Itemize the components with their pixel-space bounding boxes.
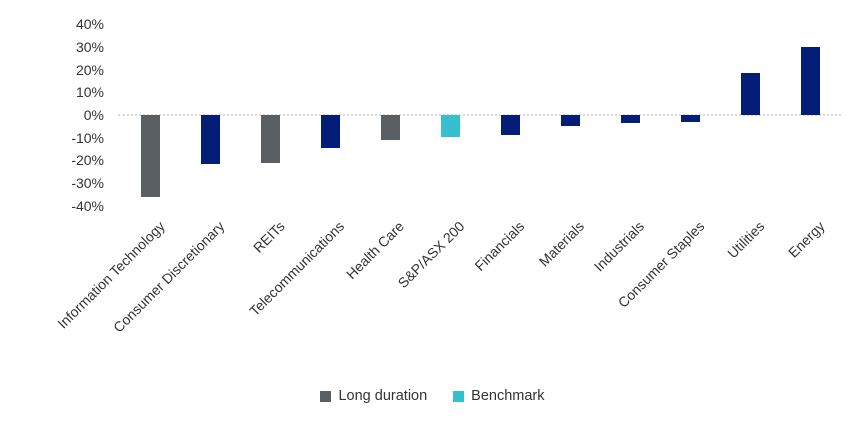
y-tick-label-40: 40% [75, 16, 104, 33]
legend-label-long-duration: Long duration [338, 388, 428, 404]
y-tick-label-10: 10% [75, 84, 104, 101]
bar-energy [800, 46, 820, 115]
legend-label-benchmark: Benchmark [471, 388, 545, 404]
x-label-reits: REITs [249, 218, 288, 256]
bar-s-p-asx-200 [440, 115, 460, 137]
legend-swatch-benchmark [453, 390, 465, 402]
y-tick-label-40: -40% [71, 197, 104, 214]
bar-materials [560, 115, 580, 127]
y-tick-label-20: -20% [71, 152, 104, 169]
bar-consumer-discretionary [200, 115, 220, 164]
bar-financials [500, 115, 520, 136]
bar-consumer-staples [680, 115, 700, 122]
bar-reits [260, 115, 280, 163]
bar-utilities [740, 73, 760, 115]
legend-item-long-duration: Long duration [320, 388, 427, 404]
x-label-financials: Financials [471, 218, 528, 274]
bar-health-care [380, 115, 400, 140]
x-label-industrials: Industrials [590, 218, 648, 275]
y-tick-label-20: 20% [75, 61, 104, 78]
legend-item-benchmark: Benchmark [453, 388, 545, 404]
y-tick-label-30: 30% [75, 38, 104, 55]
zero-gridline [118, 114, 841, 116]
y-tick-label-0: 0% [83, 107, 104, 123]
bar-information-technology [140, 115, 160, 197]
y-tick-label-30: -30% [71, 175, 104, 192]
x-label-health-care: Health Care [343, 218, 408, 283]
x-label-energy: Energy [784, 218, 828, 261]
bar-industrials [620, 115, 640, 123]
x-label-information-technology: Information Technology [53, 218, 168, 332]
x-label-materials: Materials [535, 218, 588, 270]
legend: Long duration Benchmark [0, 388, 865, 404]
bar-telecommunications [320, 115, 340, 148]
legend-swatch-long-duration [320, 390, 332, 402]
y-tick-label-10: -10% [71, 129, 104, 146]
x-label-utilities: Utilities [724, 218, 768, 262]
x-label-consumer-discretionary: Consumer Discretionary [109, 218, 228, 336]
